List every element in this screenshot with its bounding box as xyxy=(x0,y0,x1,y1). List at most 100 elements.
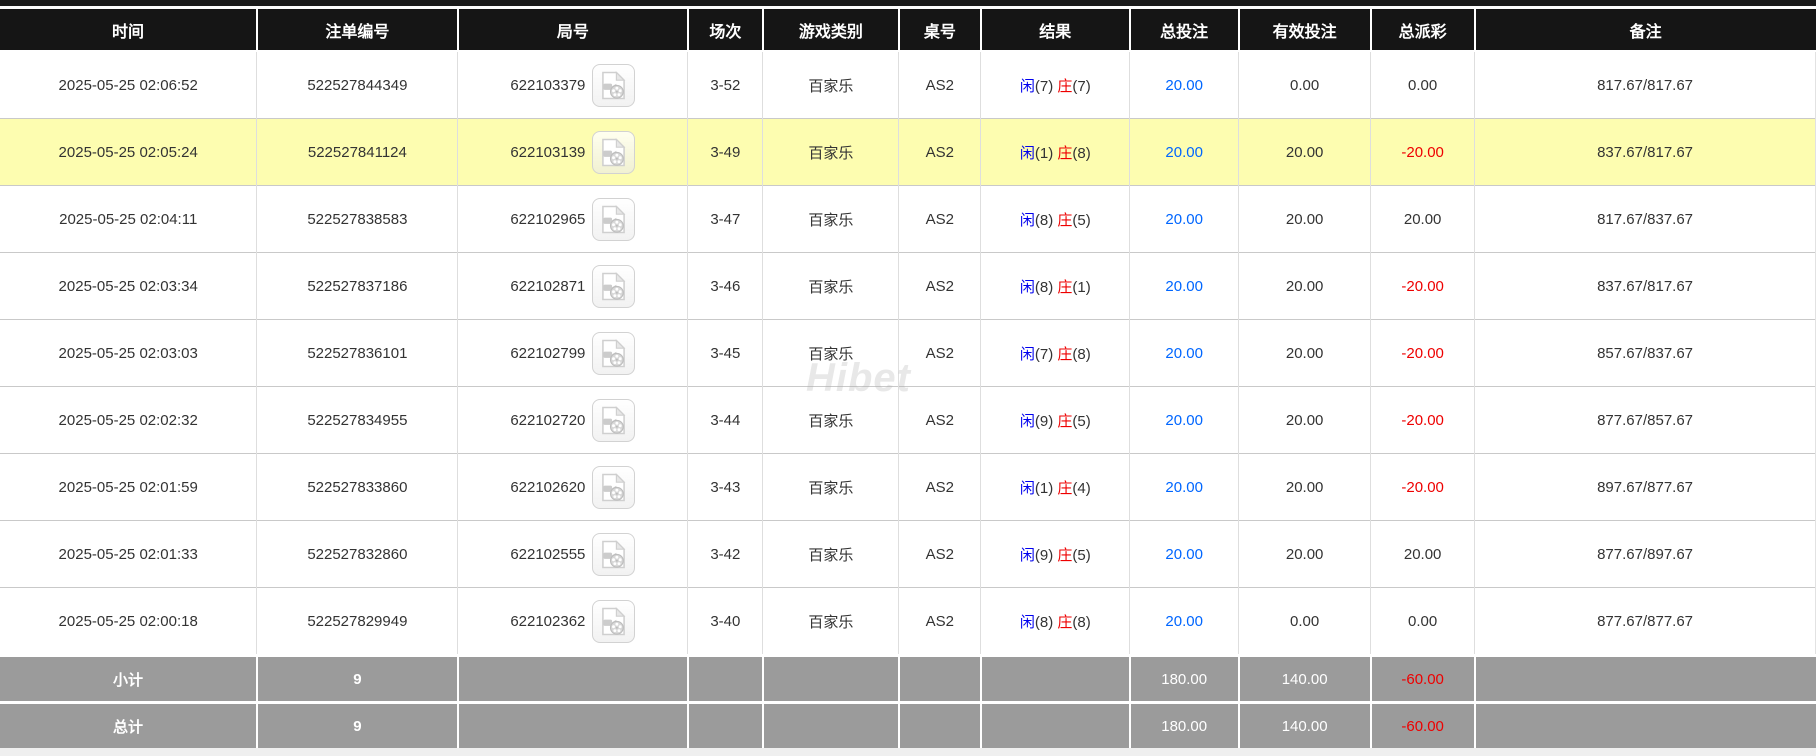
footer-empty-round xyxy=(457,654,689,703)
video-replay-icon xyxy=(602,70,626,99)
cell-result: 闲(1) 庄(4) xyxy=(980,453,1131,521)
table-footer: 小计 9 180.00 140.00 -60.00 总计 9 180.00 140.00 -60.… xyxy=(0,654,1816,748)
table-row[interactable]: 2025-05-25 02:01:59 522527833860 622102620… xyxy=(0,453,1816,521)
cell-bet-id: 522527829949 xyxy=(256,587,459,656)
video-replay-button[interactable] xyxy=(592,197,636,241)
column-header-time: 时间 xyxy=(0,9,258,52)
cell-remark: 877.67/857.67 xyxy=(1474,386,1816,454)
table-row[interactable]: 2025-05-25 02:06:52 522527844349 622103379… xyxy=(0,51,1816,119)
cell-total-bet: 20.00 xyxy=(1129,453,1240,521)
result-player-label: 闲 xyxy=(1019,144,1035,162)
result-player-score: (9) xyxy=(1034,546,1058,564)
video-replay-button[interactable] xyxy=(592,398,636,442)
result-banker-score: (4) xyxy=(1072,479,1091,497)
table-row[interactable]: 2025-05-25 02:02:32 522527834955 622102720… xyxy=(0,386,1816,454)
cell-remark: 897.67/877.67 xyxy=(1474,453,1816,521)
table-body: 2025-05-25 02:06:52 522527844349 622103379… xyxy=(0,51,1816,656)
video-replay-icon xyxy=(602,472,626,501)
cell-bet-id: 522527838583 xyxy=(256,185,459,253)
table-row[interactable]: 2025-05-25 02:05:24 522527841124 622103139… xyxy=(0,118,1816,186)
video-replay-button[interactable] xyxy=(592,599,636,643)
column-header-valid_bet: 有效投注 xyxy=(1238,9,1372,52)
result-player-score: (8) xyxy=(1034,211,1058,229)
cell-round-id: 622103379 xyxy=(457,51,689,119)
cell-round-id: 622102720 xyxy=(457,386,689,454)
cell-round-id: 622102965 xyxy=(457,185,689,253)
result-banker-score: (1) xyxy=(1072,278,1091,296)
cell-game-type: 百家乐 xyxy=(762,51,900,119)
footer-empty-round xyxy=(457,701,689,748)
cell-remark: 817.67/817.67 xyxy=(1474,51,1816,119)
column-header-total_bet: 总投注 xyxy=(1129,9,1240,52)
table-row[interactable]: 2025-05-25 02:04:11 522527838583 622102965… xyxy=(0,185,1816,253)
cell-valid-bet: 20.00 xyxy=(1238,252,1372,320)
result-banker-label: 庄 xyxy=(1057,211,1073,229)
video-replay-icon xyxy=(602,204,626,233)
cell-session: 3-46 xyxy=(687,252,764,320)
result-player-score: (7) xyxy=(1034,345,1058,363)
cell-result: 闲(7) 庄(8) xyxy=(980,319,1131,387)
cell-total-bet: 20.00 xyxy=(1129,252,1240,320)
result-player-label: 闲 xyxy=(1019,546,1035,564)
video-replay-button[interactable] xyxy=(592,130,636,174)
video-replay-button[interactable] xyxy=(592,331,636,375)
video-replay-button[interactable] xyxy=(592,532,636,576)
cell-table-no: AS2 xyxy=(898,252,982,320)
result-banker-score: (8) xyxy=(1072,144,1091,162)
cell-payout: -20.00 xyxy=(1370,252,1476,320)
cell-time: 2025-05-25 02:04:11 xyxy=(0,185,258,253)
cell-payout: 0.00 xyxy=(1370,587,1476,656)
cell-table-no: AS2 xyxy=(898,185,982,253)
cell-result: 闲(9) 庄(5) xyxy=(980,386,1131,454)
cell-game-type: 百家乐 xyxy=(762,252,900,320)
footer-empty-game xyxy=(762,654,900,703)
video-replay-icon xyxy=(602,338,626,367)
footer-empty-remark xyxy=(1474,701,1816,748)
footer-empty-session xyxy=(687,654,764,703)
video-replay-button[interactable] xyxy=(592,264,636,308)
cell-remark: 877.67/897.67 xyxy=(1474,520,1816,588)
cell-round-id: 622102620 xyxy=(457,453,689,521)
cell-game-type: 百家乐 xyxy=(762,520,900,588)
table-row[interactable]: 2025-05-25 02:00:18 522527829949 622102362… xyxy=(0,587,1816,656)
cell-session: 3-43 xyxy=(687,453,764,521)
footer-bet-count: 9 xyxy=(256,654,459,703)
result-banker-score: (5) xyxy=(1072,546,1091,564)
result-player-label: 闲 xyxy=(1019,412,1035,430)
cell-bet-id: 522527833860 xyxy=(256,453,459,521)
round-number: 622103379 xyxy=(510,76,586,94)
cell-bet-id: 522527837186 xyxy=(256,252,459,320)
cell-remark: 817.67/837.67 xyxy=(1474,185,1816,253)
cell-table-no: AS2 xyxy=(898,587,982,656)
video-replay-button[interactable] xyxy=(592,465,636,509)
video-replay-icon xyxy=(602,606,626,635)
table-header: 时间 注单编号 局号 场次 游戏类别 桌号 结果 总投注 有效投注 总派彩 备注 xyxy=(0,9,1816,52)
footer-empty-table_no xyxy=(898,701,982,748)
cell-time: 2025-05-25 02:00:18 xyxy=(0,587,258,656)
column-header-result: 结果 xyxy=(980,9,1131,52)
result-player-score: (7) xyxy=(1034,77,1058,95)
table-row[interactable]: 2025-05-25 02:03:34 522527837186 622102871… xyxy=(0,252,1816,320)
bet-records-table: 时间 注单编号 局号 场次 游戏类别 桌号 结果 总投注 有效投注 总派彩 备注 2025-05-2… xyxy=(0,9,1816,748)
round-number: 622102871 xyxy=(510,277,586,295)
cell-valid-bet: 20.00 xyxy=(1238,386,1372,454)
cell-result: 闲(8) 庄(5) xyxy=(980,185,1131,253)
result-banker-label: 庄 xyxy=(1057,613,1073,631)
table-row[interactable]: 2025-05-25 02:03:03 522527836101 622102799… xyxy=(0,319,1816,387)
result-player-label: 闲 xyxy=(1019,278,1035,296)
footer-empty-table_no xyxy=(898,654,982,703)
column-header-bet_id: 注单编号 xyxy=(256,9,459,52)
round-number: 622102555 xyxy=(510,545,586,563)
cell-total-bet: 20.00 xyxy=(1129,51,1240,119)
cell-valid-bet: 0.00 xyxy=(1238,587,1372,656)
cell-total-bet: 20.00 xyxy=(1129,587,1240,656)
cell-game-type: 百家乐 xyxy=(762,319,900,387)
cell-payout: -20.00 xyxy=(1370,118,1476,186)
cell-round-id: 622102555 xyxy=(457,520,689,588)
result-banker-label: 庄 xyxy=(1057,144,1073,162)
table-row[interactable]: 2025-05-25 02:01:33 522527832860 622102555… xyxy=(0,520,1816,588)
video-replay-button[interactable] xyxy=(592,63,636,107)
result-player-score: (9) xyxy=(1034,412,1058,430)
cell-bet-id: 522527836101 xyxy=(256,319,459,387)
cell-time: 2025-05-25 02:01:59 xyxy=(0,453,258,521)
